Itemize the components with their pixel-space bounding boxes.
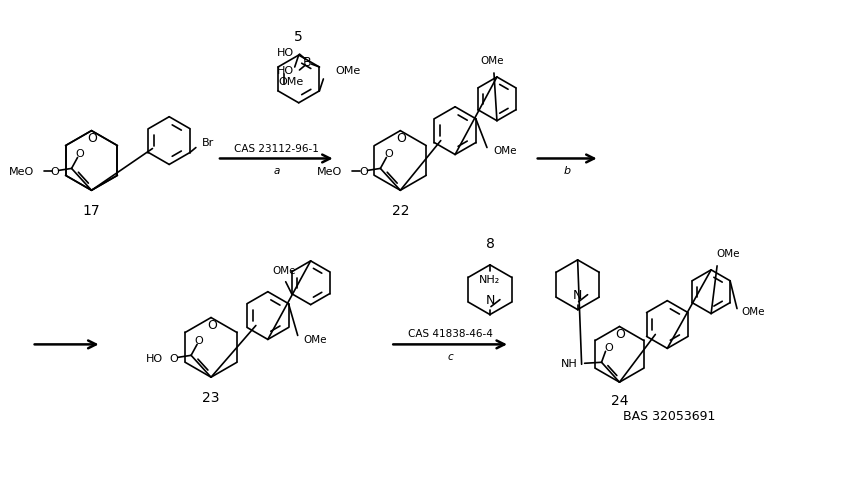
Text: NH: NH <box>561 359 577 369</box>
Text: N: N <box>573 289 582 302</box>
Text: O: O <box>207 319 217 332</box>
Text: HO: HO <box>276 48 294 58</box>
Text: 22: 22 <box>392 204 409 218</box>
Text: HO: HO <box>276 66 294 76</box>
Text: O: O <box>195 336 203 346</box>
Text: O: O <box>604 343 613 354</box>
Text: c: c <box>447 353 453 362</box>
Text: 17: 17 <box>83 204 100 218</box>
Text: OMe: OMe <box>272 266 295 276</box>
Text: b: b <box>564 166 571 176</box>
Text: O: O <box>75 149 84 160</box>
Text: MeO: MeO <box>8 167 34 177</box>
Text: OMe: OMe <box>335 66 360 76</box>
Text: OMe: OMe <box>304 335 327 345</box>
Text: O: O <box>615 328 625 341</box>
Text: N: N <box>485 294 495 307</box>
Text: O: O <box>359 167 368 177</box>
Text: OMe: OMe <box>741 307 765 317</box>
Text: OMe: OMe <box>480 56 504 66</box>
Text: HO: HO <box>146 354 163 365</box>
Text: 8: 8 <box>485 237 495 251</box>
Text: OMe: OMe <box>716 249 739 259</box>
Text: 23: 23 <box>203 391 219 405</box>
Text: NH₂: NH₂ <box>479 275 500 285</box>
Text: Br: Br <box>202 137 214 148</box>
Text: O: O <box>51 167 59 177</box>
Text: O: O <box>384 149 392 160</box>
Text: MeO: MeO <box>317 167 343 177</box>
Text: O: O <box>397 132 406 145</box>
Text: 5: 5 <box>295 30 303 44</box>
Text: BAS 32053691: BAS 32053691 <box>623 410 716 423</box>
Text: O: O <box>170 354 179 365</box>
Text: CAS 23112-96-1: CAS 23112-96-1 <box>234 144 319 153</box>
Text: OMe: OMe <box>279 77 303 87</box>
Text: CAS 41838-46-4: CAS 41838-46-4 <box>408 330 493 340</box>
Text: OMe: OMe <box>493 146 517 156</box>
Text: B: B <box>303 56 311 68</box>
Text: O: O <box>88 132 97 145</box>
Text: 24: 24 <box>611 394 628 408</box>
Text: a: a <box>273 166 279 176</box>
